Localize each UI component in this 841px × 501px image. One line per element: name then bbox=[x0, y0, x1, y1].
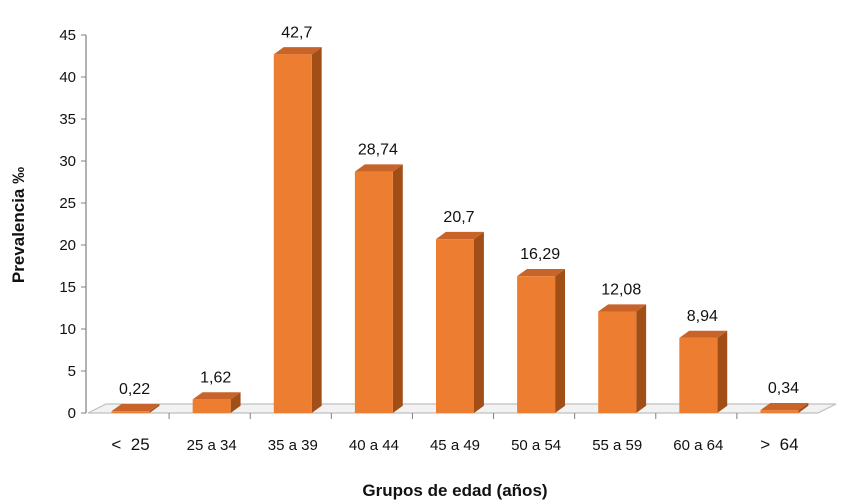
bar bbox=[354, 164, 403, 413]
bar-side bbox=[474, 231, 484, 413]
bar-side bbox=[392, 164, 403, 413]
bar bbox=[679, 330, 728, 413]
bar-front bbox=[517, 276, 556, 413]
bar-side bbox=[555, 268, 566, 413]
bar-side bbox=[636, 304, 647, 413]
bar-front bbox=[760, 410, 799, 413]
bar-top bbox=[598, 304, 647, 312]
bar-top bbox=[760, 402, 809, 411]
data-label: 1,62 bbox=[200, 369, 231, 386]
bar-front bbox=[598, 311, 637, 413]
x-axis: < 25 25 a 34 35 a 39 40 a 44 45 a 49 50 a 54 5… bbox=[111, 413, 799, 454]
data-label: 0,22 bbox=[119, 381, 150, 398]
bar bbox=[111, 403, 160, 413]
bars bbox=[111, 47, 809, 414]
bar-top bbox=[273, 47, 322, 55]
y-tick-label: 40 bbox=[59, 69, 76, 86]
data-label: 20,7 bbox=[443, 209, 474, 226]
bar-top bbox=[111, 403, 160, 412]
y-tick-label: 20 bbox=[59, 237, 76, 254]
bar-side bbox=[149, 403, 160, 413]
y-tick-label: 10 bbox=[59, 321, 76, 338]
x-tick-label: 50 a 54 bbox=[511, 437, 561, 454]
y-tick-label: 45 bbox=[59, 27, 76, 44]
bar-top bbox=[436, 231, 484, 240]
bar-top bbox=[679, 330, 728, 338]
bar bbox=[192, 392, 241, 413]
y-axis: 0 5 10 15 20 25 30 35 40 45 bbox=[59, 27, 87, 422]
x-tick-label: 55 a 59 bbox=[592, 437, 642, 454]
bar bbox=[760, 402, 809, 413]
bar-top bbox=[354, 164, 403, 172]
data-label: 28,74 bbox=[358, 142, 398, 159]
x-tick-label: < 25 bbox=[111, 435, 149, 454]
bar bbox=[273, 47, 322, 414]
y-tick-label: 5 bbox=[68, 363, 76, 380]
y-tick-label: 15 bbox=[59, 279, 76, 296]
y-tick-label: 35 bbox=[59, 111, 76, 128]
data-label: 16,29 bbox=[520, 246, 560, 263]
y-tick-label: 0 bbox=[68, 405, 76, 422]
y-axis-title: Prevalencia ‰ bbox=[9, 167, 28, 283]
x-tick-label: 60 a 64 bbox=[673, 437, 723, 454]
x-tick-label: 40 a 44 bbox=[349, 437, 399, 454]
data-label: 0,34 bbox=[768, 380, 799, 397]
bar-side bbox=[311, 47, 322, 414]
y-tick-label: 30 bbox=[59, 153, 76, 170]
bar-top bbox=[192, 392, 241, 400]
data-labels: 0,22 1,62 42,7 28,74 20,7 16,29 12,08 8,94 0,34 bbox=[119, 24, 799, 398]
x-axis-title: Grupos de edad (años) bbox=[362, 481, 547, 500]
bar-side bbox=[717, 330, 728, 413]
bar bbox=[436, 231, 484, 413]
x-tick-label: 35 a 39 bbox=[268, 437, 318, 454]
y-tick-label: 25 bbox=[59, 195, 76, 212]
data-label: 12,08 bbox=[601, 282, 641, 299]
bar bbox=[598, 304, 647, 413]
bar-top bbox=[517, 268, 566, 277]
x-tick-label: 25 a 34 bbox=[187, 437, 237, 454]
data-label: 42,7 bbox=[281, 24, 312, 41]
bar-front bbox=[436, 239, 474, 413]
bar-front bbox=[111, 411, 150, 413]
x-tick-label: > 64 bbox=[760, 435, 798, 454]
bar-front bbox=[679, 337, 718, 413]
bar-side bbox=[798, 402, 809, 413]
bar-front bbox=[192, 399, 231, 413]
bar-side bbox=[230, 392, 241, 413]
bar-front bbox=[354, 171, 393, 413]
data-label: 8,94 bbox=[687, 308, 718, 325]
bar bbox=[517, 268, 566, 413]
x-tick-label: 45 a 49 bbox=[430, 437, 480, 454]
bar-front bbox=[273, 54, 312, 413]
